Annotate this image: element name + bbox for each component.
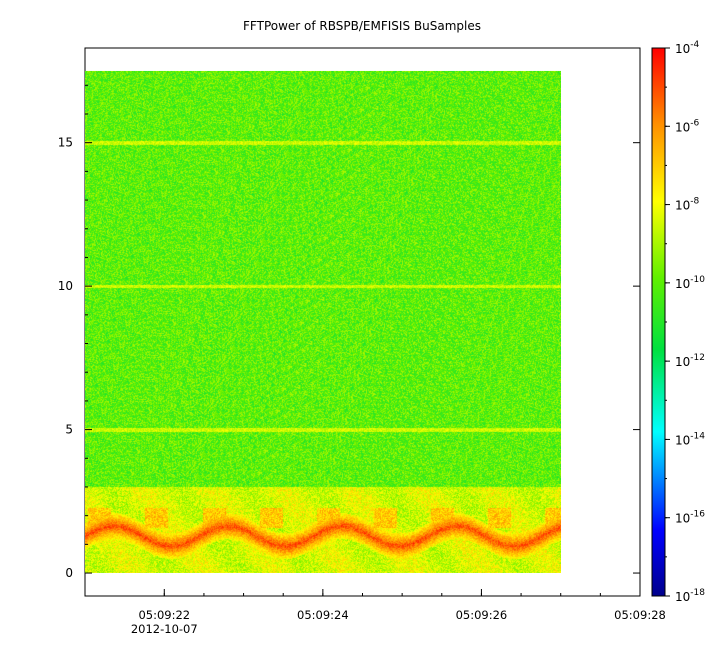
colorbar-tick-label: 10-16 bbox=[675, 510, 705, 526]
y-tick-label: 5 bbox=[65, 423, 73, 437]
colorbar-axis: 10-4 10-6 10-8 10-10 10-12 10-14 10-16 10-18 bbox=[665, 40, 705, 604]
y-tick-label: 10 bbox=[58, 279, 73, 293]
chart-title: FFTPower of RBSPB/EMFISIS BuSamples bbox=[243, 19, 481, 33]
x-tick-label: 05:09:22 bbox=[138, 608, 190, 622]
colorbar-tick-label: 10-12 bbox=[675, 353, 705, 369]
spectrogram-image bbox=[85, 70, 561, 573]
x-tick-label: 05:09:28 bbox=[614, 608, 666, 622]
y-tick-label: 0 bbox=[65, 566, 73, 580]
colorbar-tick-label: 10-4 bbox=[675, 40, 700, 56]
spectrogram-pixels bbox=[85, 70, 561, 573]
y-axis: 0 5 10 15 bbox=[58, 84, 640, 580]
x-tick-label: 05:09:26 bbox=[456, 608, 508, 622]
colorbar-tick-label: 10-10 bbox=[675, 275, 705, 291]
colorbar-tick-label: 10-18 bbox=[675, 588, 705, 604]
y-tick-label: 15 bbox=[58, 136, 73, 150]
x-tick-label: 05:09:24 bbox=[297, 608, 349, 622]
x-date-label: 2012-10-07 bbox=[131, 622, 198, 636]
colorbar-tick-label: 10-14 bbox=[675, 431, 705, 447]
colorbar-tick-label: 10-6 bbox=[675, 118, 700, 134]
colorbar-tick-label: 10-8 bbox=[675, 197, 700, 213]
colorbar bbox=[651, 47, 666, 597]
